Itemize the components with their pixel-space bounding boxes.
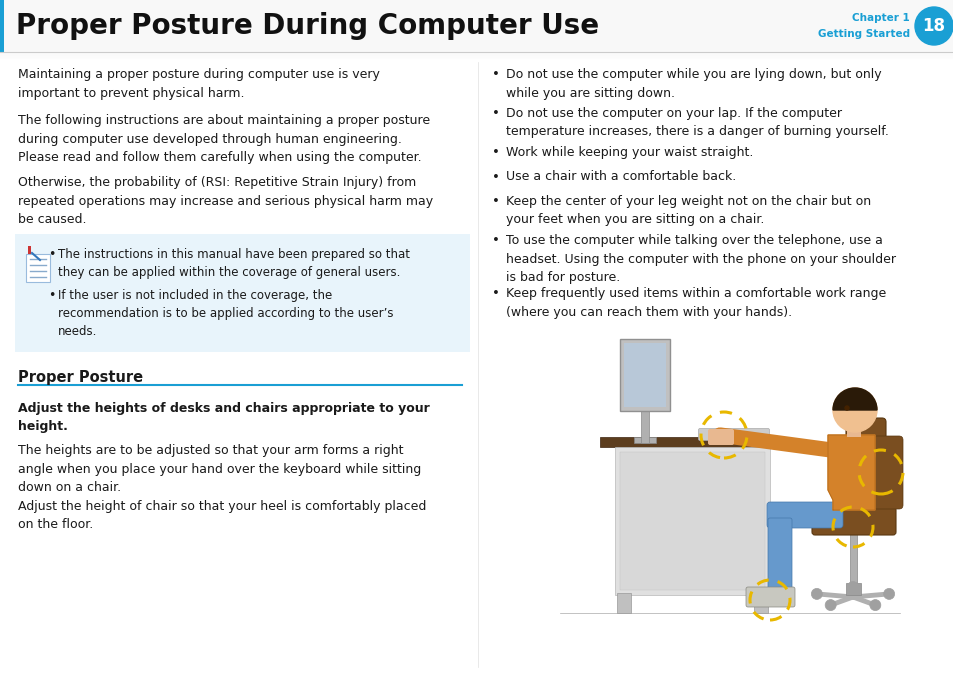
- Text: Adjust the height of chair so that your heel is comfortably placed
on the floor.: Adjust the height of chair so that your …: [18, 500, 426, 531]
- Text: •: •: [492, 107, 499, 120]
- FancyBboxPatch shape: [707, 429, 733, 445]
- Bar: [619, 452, 764, 590]
- Bar: [617, 593, 630, 613]
- Text: •: •: [492, 146, 499, 159]
- Text: Adjust the heights of desks and chairs appropriate to your
height.: Adjust the heights of desks and chairs a…: [18, 402, 429, 433]
- Bar: [15, 234, 470, 352]
- FancyBboxPatch shape: [698, 429, 769, 441]
- Polygon shape: [827, 435, 874, 510]
- Text: Do not use the computer while you are lying down, but only
while you are sitting: Do not use the computer while you are ly…: [505, 68, 881, 100]
- Circle shape: [832, 388, 876, 432]
- Circle shape: [869, 600, 880, 611]
- FancyBboxPatch shape: [767, 518, 791, 597]
- Bar: [599, 437, 784, 447]
- Text: To use the computer while talking over the telephone, use a
headset. Using the c: To use the computer while talking over t…: [505, 234, 895, 284]
- Text: 18: 18: [922, 17, 944, 35]
- Circle shape: [824, 600, 835, 611]
- Circle shape: [914, 7, 952, 45]
- Circle shape: [844, 406, 848, 410]
- FancyBboxPatch shape: [619, 339, 669, 411]
- Text: Chapter 1: Chapter 1: [851, 13, 909, 23]
- Bar: [615, 447, 769, 595]
- Circle shape: [882, 588, 894, 599]
- Bar: [845, 583, 861, 595]
- FancyBboxPatch shape: [866, 436, 902, 509]
- Bar: [753, 593, 767, 613]
- Text: Work while keeping your waist straight.: Work while keeping your waist straight.: [505, 146, 753, 159]
- Text: Proper Posture: Proper Posture: [18, 370, 143, 385]
- Bar: [0, 0, 953, 52]
- FancyBboxPatch shape: [811, 507, 895, 535]
- Bar: [0, 0, 4, 52]
- Text: Proper Posture During Computer Use: Proper Posture During Computer Use: [16, 12, 598, 40]
- Bar: [634, 437, 656, 443]
- Circle shape: [846, 582, 858, 592]
- FancyBboxPatch shape: [845, 418, 885, 531]
- FancyBboxPatch shape: [26, 254, 50, 282]
- Text: •: •: [492, 234, 499, 247]
- Text: Do not use the computer on your lap. If the computer
temperature increases, ther: Do not use the computer on your lap. If …: [505, 107, 888, 139]
- Text: •: •: [492, 288, 499, 301]
- Text: The heights are to be adjusted so that your arm forms a right
angle when you pla: The heights are to be adjusted so that y…: [18, 444, 421, 494]
- Bar: [28, 246, 30, 254]
- Text: •: •: [48, 248, 55, 261]
- Bar: [849, 532, 856, 587]
- Text: Keep the center of your leg weight not on the chair but on
your feet when you ar: Keep the center of your leg weight not o…: [505, 195, 870, 227]
- Text: If the user is not included in the coverage, the
recommendation is to be applied: If the user is not included in the cover…: [58, 289, 393, 338]
- FancyBboxPatch shape: [766, 502, 842, 528]
- Wedge shape: [832, 388, 876, 410]
- Circle shape: [810, 588, 821, 599]
- Bar: [640, 411, 648, 443]
- Text: Maintaining a proper posture during computer use is very
important to prevent ph: Maintaining a proper posture during comp…: [18, 68, 379, 100]
- Text: Getting Started: Getting Started: [817, 29, 909, 39]
- Bar: [846, 423, 861, 437]
- Text: Use a chair with a comfortable back.: Use a chair with a comfortable back.: [505, 171, 736, 183]
- Text: •: •: [48, 289, 55, 302]
- Text: Otherwise, the probability of (RSI: Repetitive Strain Injury) from
repeated oper: Otherwise, the probability of (RSI: Repe…: [18, 176, 433, 226]
- Bar: [623, 343, 665, 407]
- Text: •: •: [492, 171, 499, 183]
- Text: •: •: [492, 68, 499, 81]
- Text: The following instructions are about maintaining a proper posture
during compute: The following instructions are about mai…: [18, 114, 430, 164]
- Text: •: •: [492, 195, 499, 208]
- FancyBboxPatch shape: [745, 587, 794, 607]
- Text: The instructions in this manual have been prepared so that
they can be applied w: The instructions in this manual have bee…: [58, 248, 410, 279]
- Text: Keep frequently used items within a comfortable work range
(where you can reach : Keep frequently used items within a comf…: [505, 288, 885, 319]
